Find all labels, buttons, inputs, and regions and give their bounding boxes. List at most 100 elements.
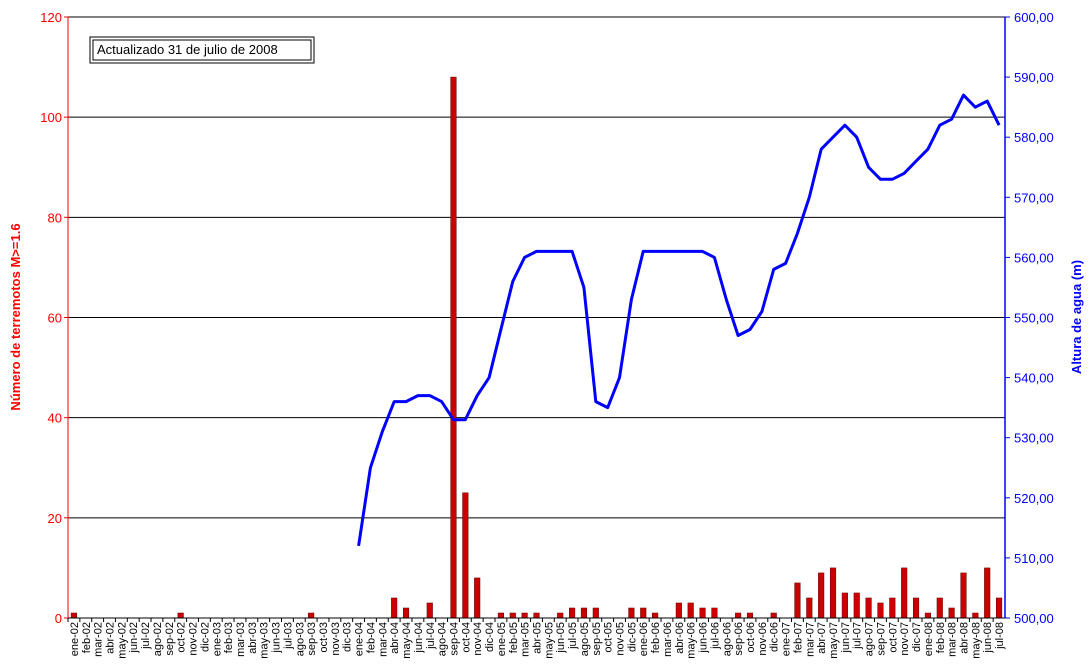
y2-tick-label: 600,00 <box>1014 10 1054 25</box>
x-tick-label: oct-07 <box>887 622 899 653</box>
bar <box>474 577 481 619</box>
y2-tick-label: 580,00 <box>1014 130 1054 145</box>
x-tick-label: jun-07 <box>840 622 852 654</box>
y-axis-title: Número de terremotos M>=1.6 <box>8 223 23 410</box>
y2-tick-label: 590,00 <box>1014 70 1054 85</box>
bar <box>426 602 433 619</box>
x-tick-label: sep-07 <box>875 622 887 656</box>
x-tick-label: feb-05 <box>508 622 520 653</box>
bar <box>521 612 528 619</box>
y2-tick-label: 550,00 <box>1014 311 1054 326</box>
x-tick-label: ago-06 <box>721 622 733 656</box>
x-tick-label: jul-04 <box>425 622 437 650</box>
x-tick-label: mar-08 <box>947 622 959 657</box>
x-tick-label: sep-03 <box>306 622 318 656</box>
bar <box>450 76 457 619</box>
x-tick-label: dic-06 <box>769 622 781 652</box>
bar <box>391 597 398 619</box>
x-tick-label: mar-07 <box>804 622 816 657</box>
bar <box>960 572 967 619</box>
x-tick-label: dic-07 <box>911 622 923 652</box>
x-tick-label: jun-08 <box>982 622 994 654</box>
bar <box>818 572 825 619</box>
bar <box>675 602 682 619</box>
bar <box>640 607 647 619</box>
bar <box>984 567 991 619</box>
x-tick-label: abr-03 <box>247 622 259 654</box>
x-tick-label: abr-07 <box>816 622 828 654</box>
x-tick-label: oct-04 <box>460 622 472 653</box>
x-tick-label: ago-02 <box>152 622 164 656</box>
y-tick-label: 100 <box>40 110 62 125</box>
x-tick-label: oct-06 <box>745 622 757 653</box>
x-tick-label: nov-06 <box>757 622 769 656</box>
x-tick-label: nov-05 <box>615 622 627 656</box>
x-tick-label: ago-05 <box>579 622 591 656</box>
x-tick-label: nov-04 <box>472 622 484 656</box>
bar <box>912 597 920 619</box>
x-tick-label: jul-03 <box>282 622 294 650</box>
bar <box>509 612 516 619</box>
bar <box>70 612 77 619</box>
x-tick-label: jun-02 <box>128 622 140 654</box>
x-tick-label: jul-07 <box>852 622 864 650</box>
plot-layer: 0 20 40 60 80 100 120 500,00 510,00 520,00 530,00 5… <box>40 10 1053 659</box>
bar <box>402 607 410 619</box>
y-tick-label: 40 <box>48 411 62 426</box>
y2-tick-label: 560,00 <box>1014 250 1054 265</box>
y2-tick-label: 530,00 <box>1014 431 1054 446</box>
bar <box>557 612 564 619</box>
x-tick-label: mar-05 <box>520 622 532 657</box>
y-tick-label: 120 <box>40 10 62 25</box>
y2-tick-label: 500,00 <box>1014 611 1054 626</box>
x-tick-label: jul-06 <box>709 622 721 650</box>
x-tick-label: oct-02 <box>176 622 188 653</box>
x-tick-label: jun-06 <box>698 622 710 654</box>
x-tick-label: ene-06 <box>638 622 650 656</box>
bar <box>901 567 908 619</box>
x-tick-label: ene-08 <box>923 622 935 656</box>
x-tick-label: abr-02 <box>105 622 117 654</box>
x-tick-label: may-06 <box>686 622 698 659</box>
bar <box>841 592 848 619</box>
x-tick-label: dic-03 <box>342 622 354 652</box>
x-tick-label: sep-02 <box>164 622 176 656</box>
x-tick-label: jul-05 <box>567 622 579 650</box>
x-tick-label: sep-04 <box>448 622 460 656</box>
bar <box>889 597 896 619</box>
x-tick-label: mar-02 <box>93 622 105 657</box>
x-tick-label: dic-02 <box>199 622 211 652</box>
y2-tick-label: 510,00 <box>1014 551 1054 566</box>
bar <box>569 607 576 619</box>
y2-tick-label: 540,00 <box>1014 371 1054 386</box>
x-tick-label: mar-04 <box>377 622 389 657</box>
annotation-box <box>89 36 315 64</box>
y2-tick-label: 570,00 <box>1014 190 1054 205</box>
bar <box>877 602 884 619</box>
x-tick-label: nov-02 <box>188 622 200 656</box>
x-tick-label: oct-03 <box>318 622 330 653</box>
x-tick-label: abr-04 <box>389 622 401 654</box>
x-tick-label: may-08 <box>970 622 982 659</box>
x-tick-label: may-02 <box>116 622 128 659</box>
bar <box>829 567 837 619</box>
x-tick-label: abr-06 <box>674 622 686 654</box>
x-tick-label: oct-05 <box>603 622 615 653</box>
x-tick-label: dic-04 <box>484 622 496 652</box>
bar <box>533 612 540 619</box>
x-tick-label: ene-05 <box>496 622 508 656</box>
bar <box>628 607 635 619</box>
x-tick-label: feb-07 <box>792 622 804 653</box>
y-tick-label: 60 <box>48 311 62 326</box>
bar <box>462 492 469 619</box>
x-tick-label: ene-02 <box>69 622 81 656</box>
bar <box>770 612 777 619</box>
x-tick-label: ene-04 <box>354 622 366 656</box>
x-tick-label: jun-04 <box>413 622 425 654</box>
x-tick-label: feb-08 <box>935 622 947 653</box>
y2-tick-label: 520,00 <box>1014 491 1054 506</box>
x-tick-label: jul-08 <box>994 622 1006 650</box>
bar <box>996 597 1003 619</box>
y-tick-label: 80 <box>48 210 62 225</box>
